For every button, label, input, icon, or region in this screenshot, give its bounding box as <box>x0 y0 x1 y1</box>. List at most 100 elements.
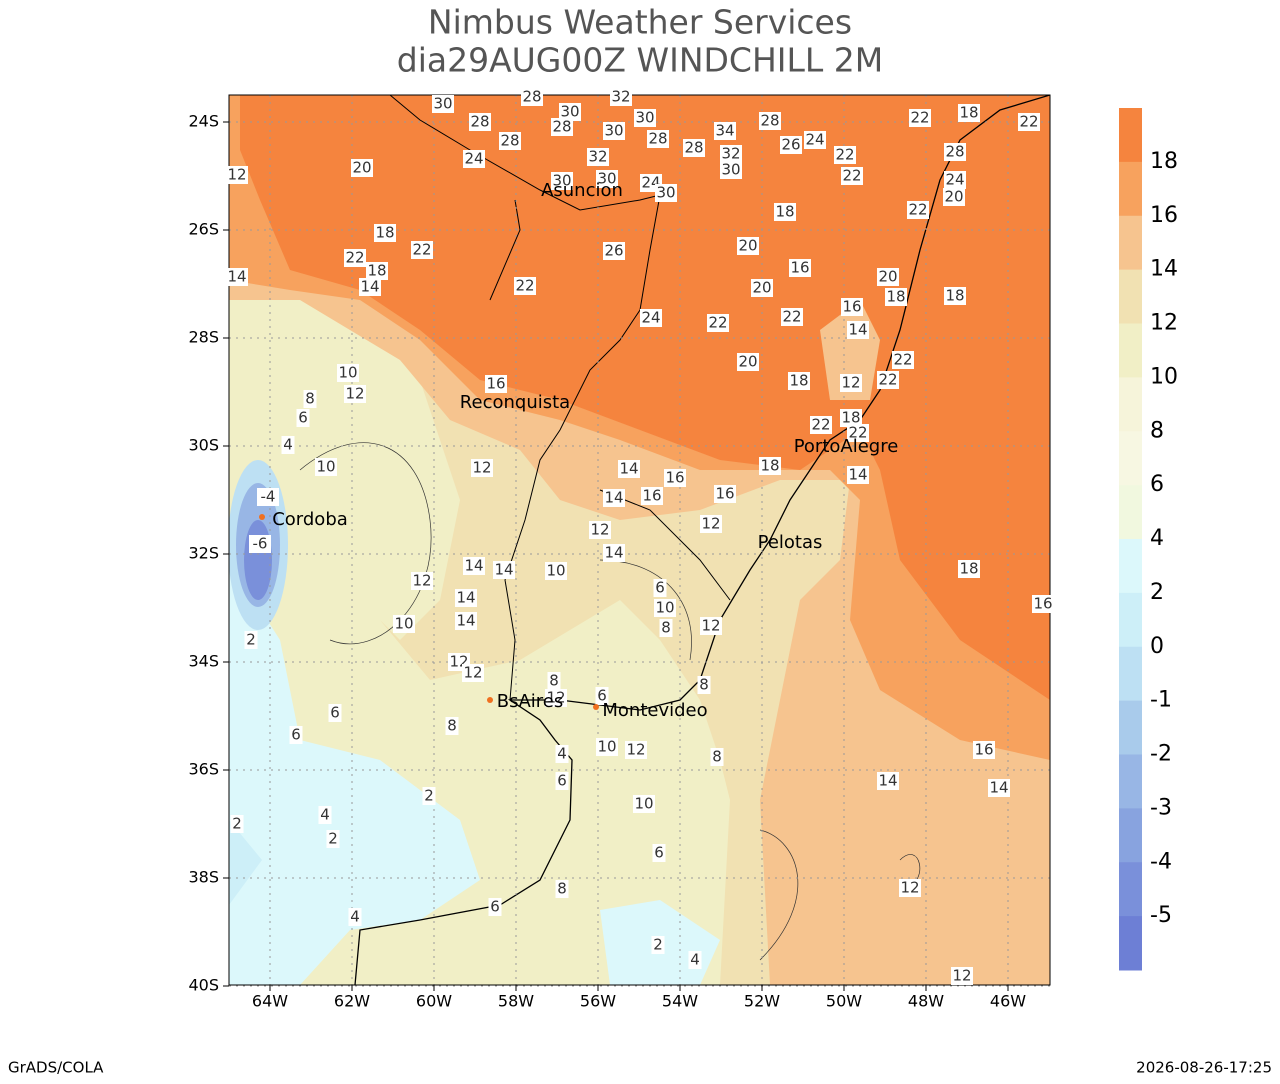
lon-label: 58W <box>498 992 534 1011</box>
contour-label: 22 <box>878 371 897 389</box>
contour-label-bg <box>944 171 966 189</box>
contour-label: 24 <box>641 309 660 327</box>
contour-label: 26 <box>604 242 623 260</box>
contour-label: 34 <box>715 122 734 140</box>
contour-label-bg <box>958 104 980 122</box>
contour-label: 14 <box>848 466 867 484</box>
contour-label: 20 <box>878 268 897 286</box>
contour-label: 6 <box>330 704 340 722</box>
colorbar-band <box>1119 485 1142 540</box>
contour-label: 16 <box>842 298 861 316</box>
contour-label-bg <box>652 844 666 862</box>
contour-label-bg <box>348 908 362 926</box>
contour-label: 18 <box>789 372 808 390</box>
contour-label-bg <box>907 201 929 219</box>
colorbar-label: -4 <box>1150 849 1172 874</box>
contour-label: 22 <box>842 167 861 185</box>
colorbar-band <box>1119 215 1142 271</box>
contour-label-bg <box>422 787 436 805</box>
contour-label: 2 <box>232 815 242 833</box>
contour-label-bg <box>603 489 625 507</box>
contour-label: 10 <box>546 562 565 580</box>
colorbar-band <box>1119 161 1142 217</box>
contour-label-bg <box>521 88 543 106</box>
contour-label-bg <box>781 308 803 326</box>
colorbar-label: -2 <box>1150 742 1172 767</box>
contour-label-bg <box>810 416 832 434</box>
contour-label-bg <box>551 118 573 136</box>
colorbar-label: 2 <box>1150 580 1164 605</box>
contour-label: 8 <box>699 676 709 694</box>
contour-label-bg <box>951 967 973 985</box>
contour-label-bg <box>318 806 332 824</box>
contour-label: 14 <box>878 772 897 790</box>
contour-label: 12 <box>472 459 491 477</box>
colorbar-band <box>1119 646 1142 702</box>
contour-label-bg <box>840 409 862 427</box>
contour-label: 12 <box>841 374 860 392</box>
contour-label-bg <box>892 351 914 369</box>
contour-label: 22 <box>708 314 727 332</box>
contour-label: 20 <box>944 188 963 206</box>
contour-label: 16 <box>1033 595 1052 613</box>
contour-label: 32 <box>588 148 607 166</box>
contour-label-bg <box>877 268 899 286</box>
contour-label-bg <box>780 136 802 154</box>
city-label: Cordoba <box>272 509 348 530</box>
contour-label-bg <box>545 689 567 707</box>
contour-label-bg <box>359 278 381 296</box>
contour-label: 24 <box>945 171 964 189</box>
contour-label: -6 <box>253 535 268 553</box>
contour-label: 16 <box>790 259 809 277</box>
title: Nimbus Weather Services <box>428 3 852 42</box>
contour-label: 12 <box>463 664 482 682</box>
contour-label: 6 <box>291 726 301 744</box>
contour-label: 12 <box>345 385 364 403</box>
colorbar-band <box>1119 269 1142 324</box>
contour-label: 12 <box>952 967 971 985</box>
contour-label: 4 <box>283 436 293 454</box>
contour-label: 10 <box>655 599 674 617</box>
contour-label: 20 <box>352 159 371 177</box>
contour-label-bg <box>841 167 863 185</box>
contour-label-bg <box>499 132 521 150</box>
contour-label: 2 <box>246 631 256 649</box>
contour-label: 16 <box>665 469 684 487</box>
map-frame <box>228 94 1051 986</box>
contour-label-bg <box>514 277 536 295</box>
contour-label-bg <box>337 364 359 382</box>
contour-label-bg <box>625 741 647 759</box>
contour-label: 22 <box>908 201 927 219</box>
contour-label: 30 <box>604 122 623 140</box>
subtitle: dia29AUG00Z WINDCHILL 2M <box>397 41 884 80</box>
city-dot <box>259 514 265 520</box>
contour-label-bg <box>759 457 781 475</box>
lon-label: 64W <box>252 992 288 1011</box>
contour-label: 12 <box>626 741 645 759</box>
contour-label: 22 <box>412 241 431 259</box>
contour-label-bg <box>659 619 673 637</box>
lon-label: 50W <box>826 992 862 1011</box>
contour-label: 18 <box>775 203 794 221</box>
contour-label: 6 <box>597 687 607 705</box>
contour-label-bg <box>840 374 862 392</box>
colorbar-band <box>1119 700 1142 755</box>
contour-label: 8 <box>549 672 559 690</box>
colorbar-label: 18 <box>1150 149 1178 174</box>
contour-label-bg <box>700 617 722 635</box>
contour-label-bg <box>647 130 669 148</box>
contour-label-bg <box>603 544 625 562</box>
contour-label-bg <box>326 830 340 848</box>
contour-label: 8 <box>661 619 671 637</box>
lat-label: 24S <box>188 112 219 131</box>
contour-label-bg <box>547 672 561 690</box>
footer-left: GrADS/COLA <box>8 1059 104 1077</box>
colorbar-band <box>1119 377 1142 432</box>
contour-label-bg <box>351 159 373 177</box>
contour-label-bg <box>411 241 433 259</box>
contour-label: 22 <box>835 146 854 164</box>
contour-label-bg <box>1032 595 1054 613</box>
contour-label-bg <box>610 88 632 106</box>
contour-label-bg <box>469 113 491 131</box>
